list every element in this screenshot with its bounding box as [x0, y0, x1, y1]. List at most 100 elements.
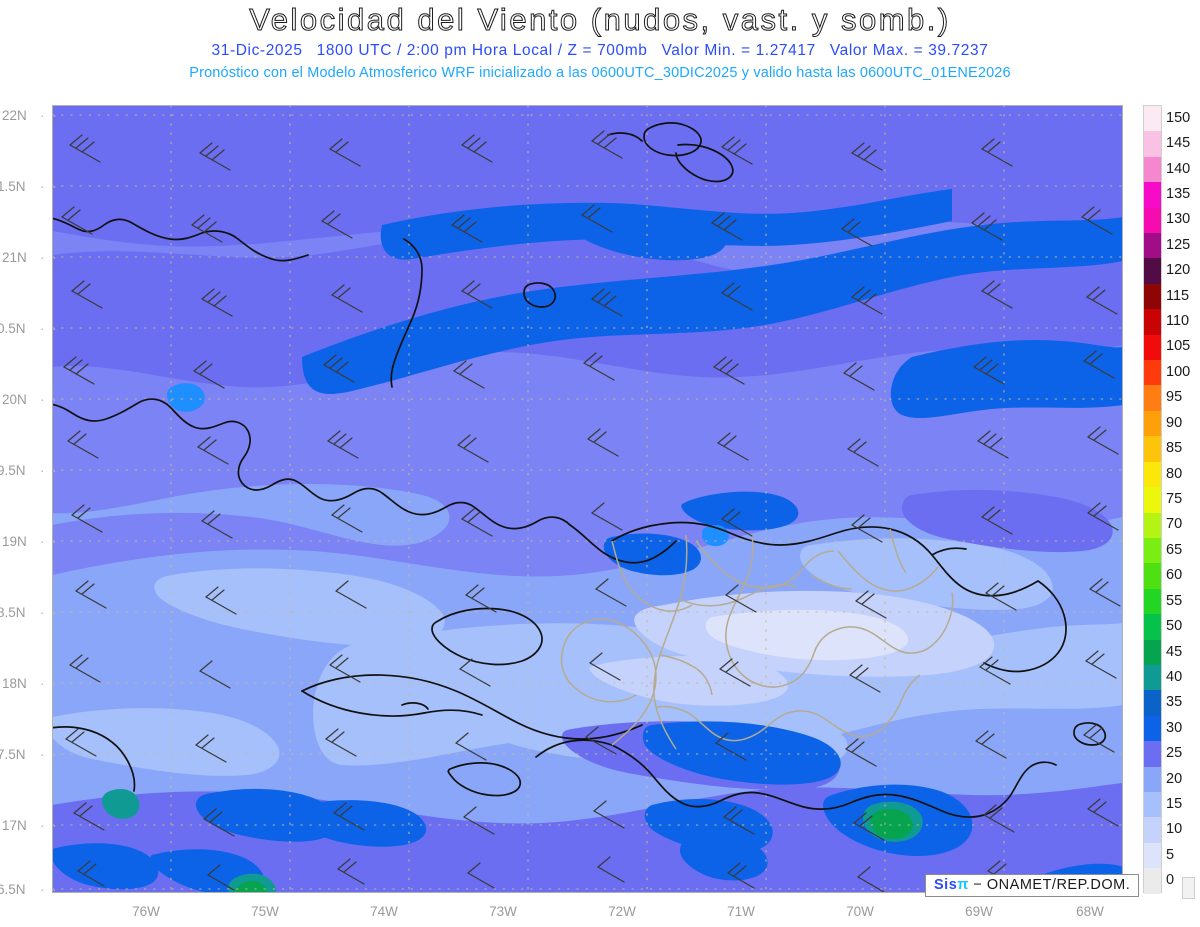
xtick-label-71w: 71W	[727, 904, 755, 919]
colorbar-swatch-130	[1144, 207, 1161, 234]
xtick-label-76w: 76W	[132, 904, 160, 919]
colorbar-swatch-150	[1144, 106, 1161, 132]
ytick-dashes: · ·	[40, 534, 59, 549]
ytick-label-18_5n: 8.5N	[0, 605, 26, 620]
xtick-label-74w: 74W	[370, 904, 398, 919]
ytick-dashes: · ·	[40, 392, 59, 407]
colorbar-tick-50: 50	[1166, 618, 1183, 635]
xtick-label-70w: 70W	[846, 904, 874, 919]
colorbar-tick-30: 30	[1166, 719, 1183, 736]
colorbar-tick-150: 150	[1166, 109, 1191, 126]
ytick-dashes: · ·	[40, 882, 59, 897]
colorbar-swatch-50	[1144, 614, 1161, 640]
colorbar-swatch-100	[1144, 360, 1161, 386]
colorbar-swatch-70	[1144, 512, 1161, 538]
ytick-dashes: · ·	[40, 179, 59, 194]
colorbar-tick-105: 105	[1166, 338, 1191, 355]
colorbar-tick-90: 90	[1166, 414, 1183, 431]
logo-agency-text: − ONAMET/REP.DOM.	[973, 877, 1131, 893]
ytick-dashes: · ·	[40, 818, 59, 833]
xtick-label-73w: 73W	[489, 904, 517, 919]
xtick-label-68w: 68W	[1076, 904, 1104, 919]
colorbar-swatch-20	[1144, 766, 1161, 792]
colorbar-tick-85: 85	[1166, 440, 1183, 457]
colorbar-swatch-135	[1144, 182, 1161, 208]
colorbar-tick-5: 5	[1166, 846, 1175, 863]
logo-pi-icon: π	[957, 877, 969, 893]
colorbar-swatch-65	[1144, 537, 1161, 564]
coastlines	[52, 122, 1107, 818]
ytick-dashes: · ·	[40, 321, 59, 336]
colorbar-swatch-115	[1144, 283, 1161, 310]
colorbar-tick-25: 25	[1166, 745, 1183, 762]
colorbar-tick-35: 35	[1166, 694, 1183, 711]
ytick-label-21n: 21N	[2, 250, 27, 265]
colorbar-swatch-15	[1144, 791, 1161, 818]
ytick-dashes: · ·	[40, 747, 59, 762]
forecast-time: 1800 UTC / 2:00 pm Hora Local / Z = 700m…	[316, 42, 648, 59]
scrollbar-thumb[interactable]	[1182, 877, 1195, 899]
ytick-label-17_5n: 7.5N	[0, 747, 26, 762]
xtick-label-72w: 72W	[608, 904, 636, 919]
colorbar-swatch-125	[1144, 233, 1161, 259]
colorbar-tick-15: 15	[1166, 796, 1183, 813]
value-max: Valor Max. = 39.7237	[829, 42, 989, 59]
colorbar[interactable]	[1143, 105, 1162, 894]
ytick-label-21_5n: 1.5N	[0, 179, 26, 194]
colorbar-swatch-35	[1144, 690, 1161, 716]
colorbar-swatch-145	[1144, 131, 1161, 157]
ytick-label-18n: 18N	[2, 676, 27, 691]
ytick-label-22n: 22N	[2, 108, 27, 123]
colorbar-swatch-40	[1144, 664, 1161, 691]
colorbar-swatch-45	[1144, 639, 1161, 665]
ytick-dashes: · ·	[40, 108, 59, 123]
colorbar-tick-125: 125	[1166, 236, 1191, 253]
colorbar-swatch-85	[1144, 436, 1161, 462]
lat-lon-grid	[52, 105, 1123, 893]
xtick-label-69w: 69W	[965, 904, 993, 919]
ytick-label-17n: 17N	[2, 818, 27, 833]
ytick-dashes: · ·	[40, 250, 59, 265]
colorbar-tick-115: 115	[1166, 287, 1190, 304]
colorbar-swatch-10	[1144, 817, 1161, 843]
onamet-logo-badge: Sisπ − ONAMET/REP.DOM.	[925, 874, 1140, 897]
colorbar-tick-55: 55	[1166, 592, 1183, 609]
colorbar-swatch-120	[1144, 258, 1161, 284]
contour-shading	[52, 105, 1123, 893]
colorbar-tick-10: 10	[1166, 821, 1183, 838]
colorbar-swatch-110	[1144, 309, 1161, 335]
value-min: Valor Min. = 1.27417	[661, 42, 816, 59]
colorbar-tick-65: 65	[1166, 541, 1183, 558]
colorbar-tick-60: 60	[1166, 567, 1183, 584]
map-canvas	[52, 105, 1123, 893]
colorbar-swatch-60	[1144, 563, 1161, 589]
page-title: Velocidad del Viento (nudos, vast. y som…	[249, 2, 951, 38]
logo-sis-text: Sis	[934, 877, 958, 893]
province-borders	[560, 528, 954, 750]
colorbar-swatch-25	[1144, 741, 1161, 767]
colorbar-swatch-95	[1144, 385, 1161, 411]
colorbar-tick-110: 110	[1166, 313, 1190, 330]
colorbar-swatch-80	[1144, 461, 1161, 488]
map-border	[52, 105, 1123, 893]
colorbar-swatch-105	[1144, 334, 1161, 361]
colorbar-swatch-140	[1144, 156, 1161, 183]
colorbar-tick-70: 70	[1166, 516, 1183, 533]
colorbar-swatch-55	[1144, 588, 1161, 615]
wind-barbs	[61, 130, 1121, 893]
header-block: Velocidad del Viento (nudos, vast. y som…	[0, 0, 1200, 92]
colorbar-swatch-0	[1144, 868, 1161, 894]
colorbar-tick-100: 100	[1166, 363, 1191, 380]
ytick-label-20_5n: 0.5N	[0, 321, 26, 336]
ytick-label-20n: 20N	[2, 392, 27, 407]
ytick-dashes: · ·	[40, 463, 59, 478]
forecast-date: 31-Dic-2025	[211, 42, 303, 59]
colorbar-tick-130: 130	[1166, 211, 1191, 228]
ytick-dashes: · ·	[40, 605, 59, 620]
ytick-label-16_5n: 6.5N	[0, 882, 26, 897]
weather-map[interactable]	[52, 105, 1123, 893]
colorbar-tick-95: 95	[1166, 389, 1183, 406]
ytick-label-19_5n: 9.5N	[0, 463, 26, 478]
colorbar-swatch-90	[1144, 410, 1161, 437]
ytick-label-19n: 19N	[2, 534, 27, 549]
